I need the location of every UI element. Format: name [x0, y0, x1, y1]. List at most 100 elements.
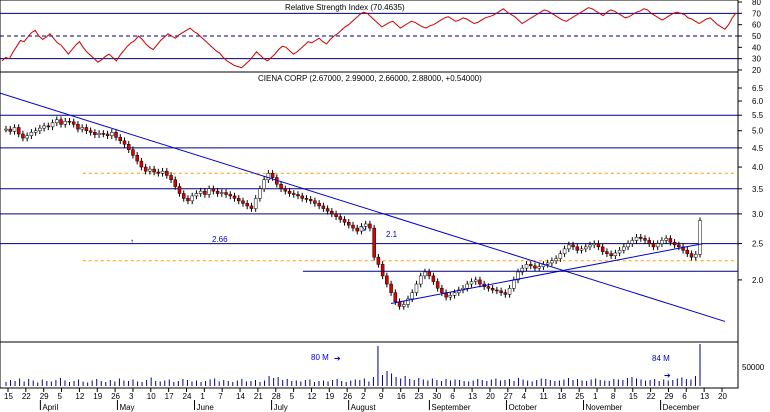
candle-body [668, 238, 673, 243]
candle-body [114, 132, 118, 138]
rsi-title: Relative Strength Index (70.4635) [285, 3, 405, 12]
x-tick-label: 30 [432, 392, 441, 401]
x-tick-label: 18 [557, 392, 566, 401]
x-tick-label: 8 [611, 392, 616, 401]
candle-body [355, 227, 359, 232]
x-tick-label: 1 [200, 392, 205, 401]
x-tick-label: 26 [111, 392, 120, 401]
x-tick-label: 6 [682, 392, 687, 401]
candle-body [16, 127, 21, 135]
candle-body [380, 264, 385, 277]
x-tick-label: 3 [129, 392, 134, 401]
price-grid [0, 114, 738, 262]
candle-body [495, 289, 499, 292]
price-tick-label: 3.0 [752, 210, 764, 219]
x-tick-label: 28 [272, 392, 281, 401]
candle-body [330, 210, 334, 215]
x-tick-label: 14 [236, 392, 245, 401]
candle-body [647, 240, 651, 244]
candle-body [55, 119, 59, 124]
candle-body [579, 248, 584, 251]
candle-body [414, 283, 419, 293]
candle-body [105, 133, 110, 136]
candle-body [528, 264, 533, 267]
candle-body [215, 190, 220, 194]
candle-body [660, 240, 664, 244]
candle-body [186, 198, 190, 202]
candle-body [596, 243, 601, 248]
x-tick-label: 17 [165, 392, 174, 401]
price-tick-label: 3.5 [752, 185, 764, 194]
candle-body [135, 155, 139, 162]
candle-body [8, 128, 12, 132]
candle-body [258, 188, 262, 199]
candle-body [224, 192, 228, 195]
candle-body [190, 195, 194, 202]
candle-body [338, 216, 343, 220]
month-label: December [663, 403, 700, 412]
candle-body [643, 238, 647, 241]
candle-body [575, 246, 580, 251]
x-tick-label: 19 [93, 392, 102, 401]
candle-body [562, 248, 567, 254]
diag-arrow-icon: ↘ [360, 224, 367, 233]
candle-body [88, 130, 93, 133]
candle-body [634, 236, 639, 241]
month-label: September [431, 403, 470, 412]
month-label: November [586, 403, 623, 412]
candle-body [249, 205, 254, 209]
candle-body [410, 292, 414, 300]
candle-body [435, 281, 440, 289]
candle-body [609, 253, 613, 257]
candle-body [42, 125, 46, 129]
candle-body [308, 199, 313, 202]
candle-body [50, 122, 55, 128]
x-tick-label: 21 [254, 392, 263, 401]
candle-body [486, 286, 491, 289]
candle-body [698, 220, 702, 255]
volume-label-80m: 80 M [311, 353, 329, 362]
candle-body [253, 198, 258, 209]
candle-body [160, 170, 165, 174]
candle-body [97, 133, 101, 135]
candle-body [29, 132, 34, 136]
candle-body [76, 124, 80, 130]
volume-tick-label: 50000 [742, 363, 765, 372]
candle-body [126, 144, 131, 150]
volume-right-arrow-icon-2: ➔ [664, 371, 671, 380]
candle-body [80, 127, 84, 130]
price-tick-label: 4.0 [752, 163, 764, 172]
month-label: October [508, 403, 537, 412]
candle-body [592, 243, 596, 246]
month-label: June [197, 403, 215, 412]
candle-body [220, 192, 224, 194]
x-tick-label: 15 [4, 392, 13, 401]
candle-body [499, 290, 503, 293]
price-tick-label: 2.0 [752, 276, 764, 285]
candle-body [71, 121, 76, 125]
price-tick-label: 4.5 [752, 144, 764, 153]
x-tick-label: 9 [379, 392, 384, 401]
candle-body [241, 200, 245, 204]
month-label: May [119, 403, 134, 412]
candle-body [418, 275, 423, 285]
rsi-tick-label: 60 [752, 21, 761, 30]
volume-right-arrow-icon-1: ➔ [334, 354, 341, 363]
candle-body [554, 258, 558, 261]
x-tick-label: 25 [575, 392, 584, 401]
candle-body [588, 244, 592, 248]
x-tick-label: 22 [647, 392, 656, 401]
candle-body [677, 244, 681, 248]
volume-label-84m: 84 M [652, 354, 670, 363]
candle-body [173, 179, 178, 187]
candle-body [605, 251, 609, 254]
x-tick-label: 26 [343, 392, 352, 401]
candle-body [25, 135, 29, 139]
candle-body [558, 253, 563, 259]
x-tick-label: 1 [593, 392, 598, 401]
candle-body [131, 149, 135, 156]
x-tick-label: 13 [700, 392, 709, 401]
downtrend-line [0, 92, 726, 322]
candle-body [262, 179, 266, 190]
